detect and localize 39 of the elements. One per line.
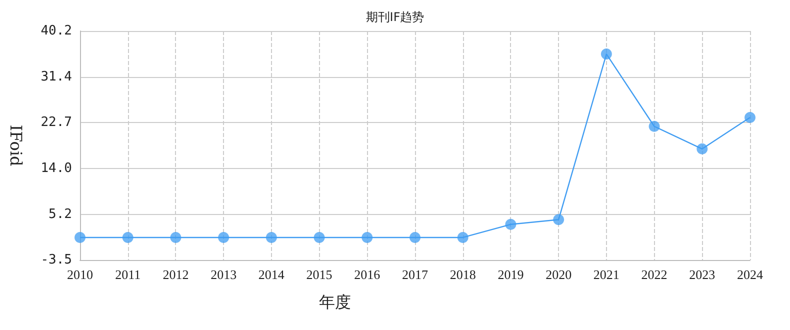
- x-tick-label: 2019: [498, 267, 524, 282]
- x-tick-label: 2017: [402, 267, 428, 282]
- x-tick-label: 2022: [641, 267, 668, 282]
- point: [362, 232, 373, 243]
- y-tick-label: 5.2: [48, 206, 72, 222]
- y-tick-label: -3.5: [40, 252, 72, 268]
- point: [648, 120, 660, 132]
- x-tick-label: 2013: [210, 267, 237, 282]
- x-tick-label: 2023: [689, 267, 716, 282]
- chart-title: 期刊IF趋势: [366, 10, 424, 24]
- x-tick-label: 2021: [593, 267, 620, 282]
- point: [600, 48, 612, 60]
- point: [218, 232, 230, 243]
- point: [170, 232, 182, 243]
- point: [744, 112, 756, 123]
- point: [457, 232, 468, 243]
- y-tick-label: 14.0: [40, 160, 72, 176]
- x-tick-label: 2014: [258, 267, 285, 282]
- point: [410, 232, 420, 243]
- x-tick-label: 2020: [546, 267, 572, 282]
- point: [122, 232, 134, 243]
- x-tick-label: 2012: [162, 267, 189, 282]
- x-tick-label: 2010: [67, 267, 93, 282]
- y-tick-label: 31.4: [40, 70, 72, 85]
- x-tick-label: 2011: [115, 267, 141, 282]
- x-tick-label: 2015: [306, 267, 332, 282]
- point: [696, 143, 708, 154]
- point: [553, 214, 564, 226]
- x-tick-label: 2016: [354, 267, 381, 282]
- x-axis-title: 年度: [319, 292, 351, 312]
- point: [266, 232, 277, 243]
- y-tick-label: 40.2: [40, 24, 72, 38]
- y-tick-label: 22.7: [40, 115, 72, 130]
- y-axis-title: IFoid: [6, 124, 26, 166]
- x-tick-label: 2018: [450, 267, 476, 282]
- point: [314, 232, 325, 243]
- x-tick-label: 2024: [737, 267, 764, 282]
- point: [505, 218, 516, 230]
- point: [74, 232, 86, 243]
